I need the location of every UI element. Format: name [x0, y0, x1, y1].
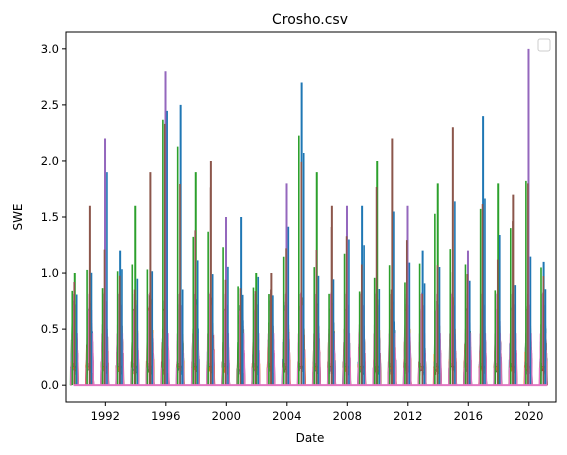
x-axis: 1992 1996 2000 2004 2008 2012 2016 2020 [91, 402, 543, 423]
x-tick-label: 2000 [212, 409, 241, 423]
x-tick-label: 2012 [393, 409, 422, 423]
x-tick-label: 2004 [272, 409, 301, 423]
plot-area [69, 48, 548, 387]
legend-box [537, 38, 551, 52]
y-tick-label: 3.0 [41, 42, 59, 56]
y-tick-label: 2.5 [41, 98, 59, 112]
chart-title: Crosho.csv [272, 12, 348, 28]
y-axis-label: SWE [11, 203, 25, 230]
x-tick-label: 1992 [91, 409, 120, 423]
y-axis: 0.0 0.5 1.0 1.5 2.0 2.5 3.0 [41, 42, 66, 392]
y-tick-label: 1.5 [41, 210, 59, 224]
x-tick-label: 2016 [454, 409, 483, 423]
y-tick-label: 0.5 [41, 322, 59, 336]
y-tick-label: 2.0 [41, 154, 59, 168]
y-tick-label: 1.0 [41, 266, 59, 280]
x-tick-label: 1996 [151, 409, 180, 423]
x-axis-label: Date [296, 431, 325, 445]
y-tick-label: 0.0 [41, 378, 59, 392]
x-tick-label: 2020 [514, 409, 543, 423]
x-tick-label: 2008 [333, 409, 362, 423]
